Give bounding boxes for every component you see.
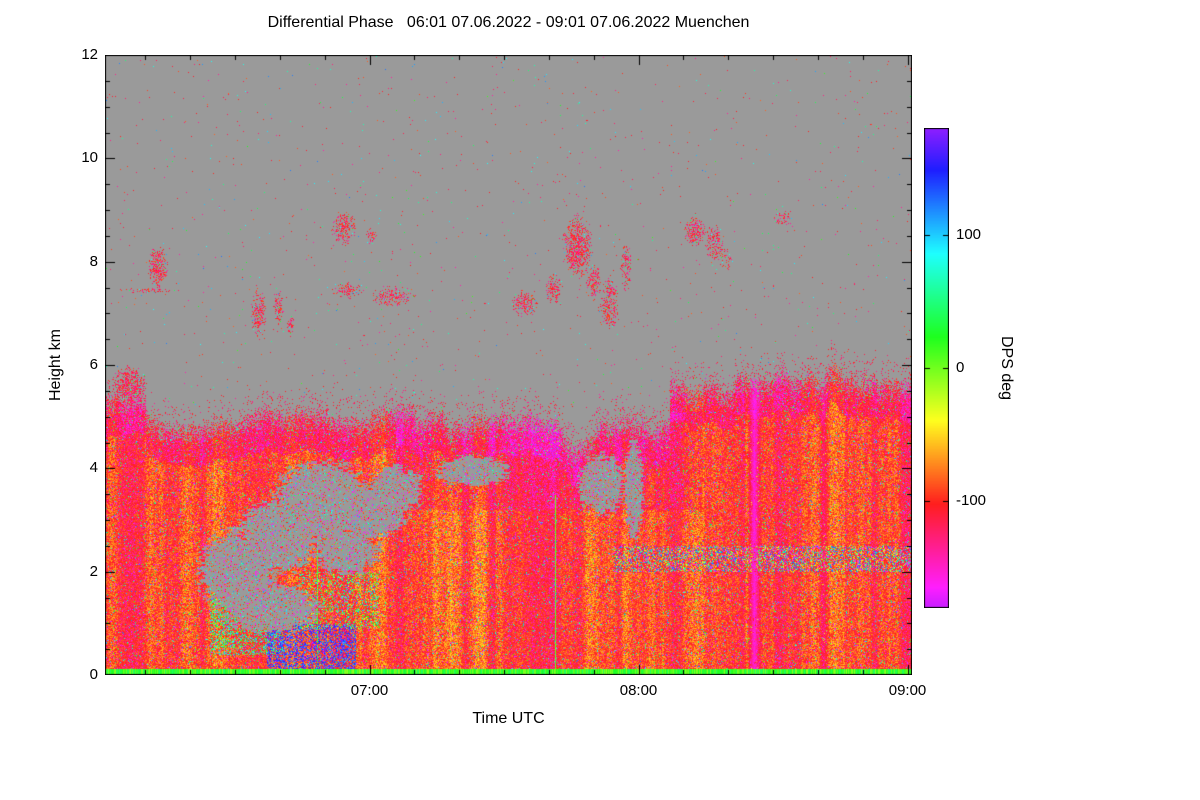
y-tick-label: 6 [89, 356, 98, 373]
y-tick-label: 8 [89, 252, 98, 270]
x-tick-label: 09:00 [888, 682, 927, 699]
chart-title: Differential Phase 06:01 07.06.2022 - 09… [267, 14, 750, 31]
y-tick-label: 10 [81, 149, 98, 167]
x-axis-label: Time UTC [472, 710, 545, 727]
x-tick-label: 08:00 [619, 682, 658, 699]
colorbar-tick-label: 100 [956, 225, 982, 243]
y-tick-label: 4 [89, 459, 98, 477]
x-tick-label: 07:00 [350, 682, 389, 699]
y-tick-label: 0 [89, 666, 98, 683]
heatmap-canvas [105, 55, 912, 675]
y-tick-label: 2 [89, 562, 98, 580]
colorbar-tick-label: 0 [956, 359, 965, 376]
colorbar-canvas [924, 128, 949, 608]
y-tick-label: 12 [81, 46, 98, 63]
colorbar-tick-label: -100 [956, 492, 987, 510]
